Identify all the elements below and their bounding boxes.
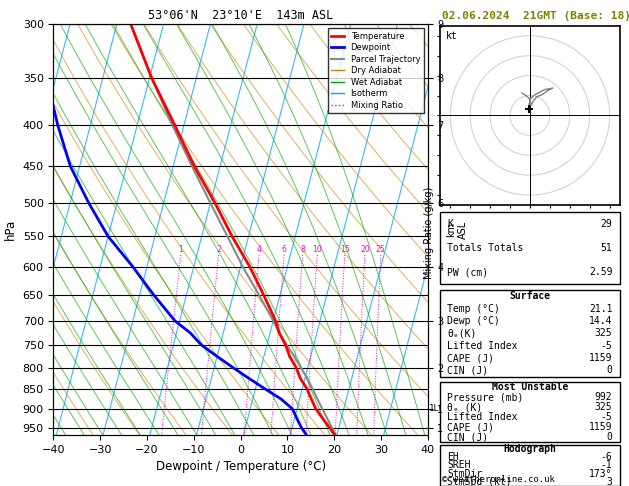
Text: 325: 325 bbox=[595, 402, 613, 413]
Text: 1LCL: 1LCL bbox=[428, 404, 450, 413]
Text: EH: EH bbox=[447, 452, 459, 462]
Text: Lifted Index: Lifted Index bbox=[447, 412, 518, 422]
Text: Temp (°C): Temp (°C) bbox=[447, 304, 500, 313]
Text: 4: 4 bbox=[257, 245, 262, 254]
Text: StmSpd (kt): StmSpd (kt) bbox=[447, 477, 512, 486]
Text: CAPE (J): CAPE (J) bbox=[447, 353, 494, 363]
Text: 1159: 1159 bbox=[589, 353, 613, 363]
Text: 173°: 173° bbox=[589, 469, 613, 479]
Text: 15: 15 bbox=[340, 245, 350, 254]
Text: © weatheronline.co.uk: © weatheronline.co.uk bbox=[442, 475, 554, 484]
Text: Hodograph: Hodograph bbox=[503, 444, 557, 454]
Text: Most Unstable: Most Unstable bbox=[492, 382, 568, 393]
Text: 1: 1 bbox=[179, 245, 183, 254]
Legend: Temperature, Dewpoint, Parcel Trajectory, Dry Adiabat, Wet Adiabat, Isotherm, Mi: Temperature, Dewpoint, Parcel Trajectory… bbox=[328, 29, 423, 113]
Text: Lifted Index: Lifted Index bbox=[447, 341, 518, 351]
Text: K: K bbox=[447, 219, 454, 229]
Text: 14.4: 14.4 bbox=[589, 316, 613, 326]
Text: -1: -1 bbox=[601, 460, 613, 470]
Text: 1159: 1159 bbox=[589, 422, 613, 433]
Text: StmDir: StmDir bbox=[447, 469, 482, 479]
Text: 25: 25 bbox=[376, 245, 386, 254]
Title: 53°06'N  23°10'E  143m ASL: 53°06'N 23°10'E 143m ASL bbox=[148, 9, 333, 22]
Text: 10: 10 bbox=[313, 245, 322, 254]
Text: 0: 0 bbox=[606, 365, 613, 376]
Text: θₑ (K): θₑ (K) bbox=[447, 402, 482, 413]
Text: 325: 325 bbox=[595, 329, 613, 338]
Text: CIN (J): CIN (J) bbox=[447, 432, 489, 442]
Text: θₑ(K): θₑ(K) bbox=[447, 329, 477, 338]
Text: 0: 0 bbox=[606, 432, 613, 442]
Text: Mixing Ratio (g/kg): Mixing Ratio (g/kg) bbox=[424, 187, 434, 279]
Text: Totals Totals: Totals Totals bbox=[447, 243, 524, 253]
Text: SREH: SREH bbox=[447, 460, 471, 470]
Text: 20: 20 bbox=[360, 245, 370, 254]
Text: Dewp (°C): Dewp (°C) bbox=[447, 316, 500, 326]
Text: kt: kt bbox=[446, 31, 457, 41]
X-axis label: Dewpoint / Temperature (°C): Dewpoint / Temperature (°C) bbox=[155, 460, 326, 473]
Text: 2: 2 bbox=[216, 245, 221, 254]
Text: 992: 992 bbox=[595, 392, 613, 402]
Text: Pressure (mb): Pressure (mb) bbox=[447, 392, 524, 402]
Text: 02.06.2024  21GMT (Base: 18): 02.06.2024 21GMT (Base: 18) bbox=[442, 11, 629, 21]
Text: -6: -6 bbox=[601, 452, 613, 462]
Text: Surface: Surface bbox=[509, 291, 550, 301]
Text: 51: 51 bbox=[601, 243, 613, 253]
Text: 6: 6 bbox=[282, 245, 287, 254]
Text: CAPE (J): CAPE (J) bbox=[447, 422, 494, 433]
Text: 3: 3 bbox=[606, 477, 613, 486]
Text: CIN (J): CIN (J) bbox=[447, 365, 489, 376]
Y-axis label: km
ASL: km ASL bbox=[447, 221, 468, 239]
Text: 2.59: 2.59 bbox=[589, 267, 613, 278]
Text: -5: -5 bbox=[601, 341, 613, 351]
Text: 21.1: 21.1 bbox=[589, 304, 613, 313]
Y-axis label: hPa: hPa bbox=[4, 219, 17, 240]
Text: -5: -5 bbox=[601, 412, 613, 422]
Text: 8: 8 bbox=[300, 245, 305, 254]
Text: 29: 29 bbox=[601, 219, 613, 229]
Text: PW (cm): PW (cm) bbox=[447, 267, 489, 278]
